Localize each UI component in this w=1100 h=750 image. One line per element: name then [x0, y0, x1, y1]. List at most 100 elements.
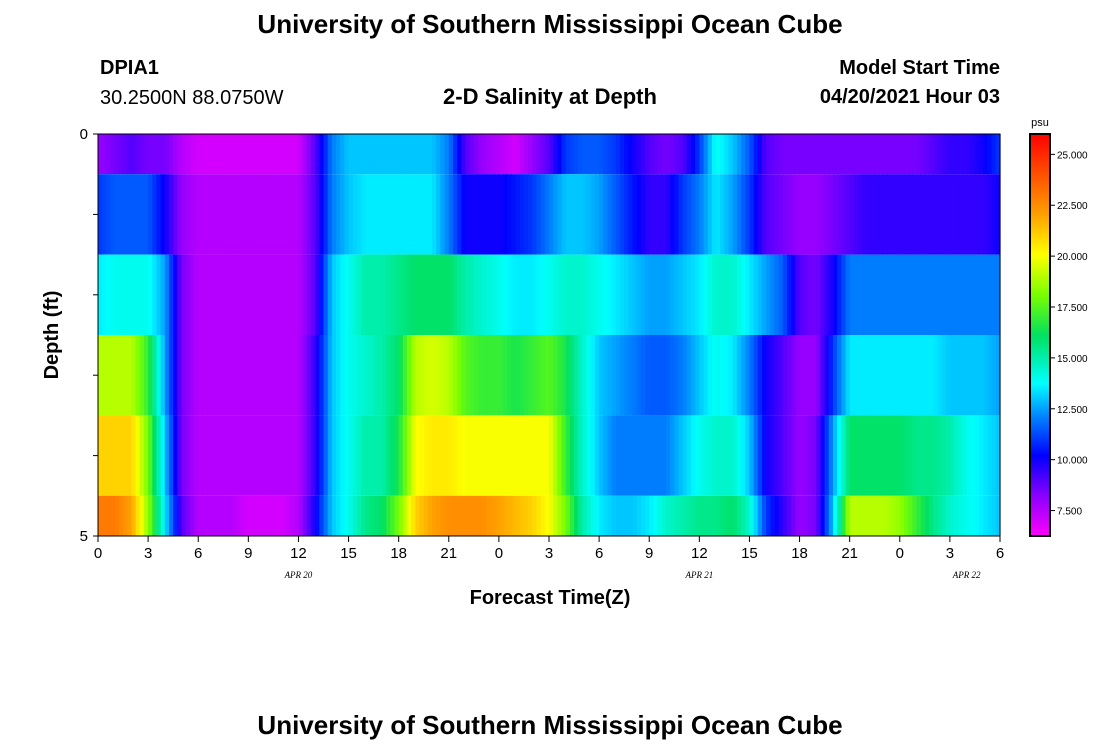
heatmap-cell: [853, 174, 859, 255]
heatmap-cell: [615, 495, 621, 536]
heatmap-cell: [770, 254, 776, 335]
heatmap-cell: [782, 495, 788, 536]
heatmap-cell: [473, 174, 479, 255]
heatmap-cell: [645, 134, 650, 175]
heatmap-cell: [803, 174, 809, 255]
x-tick-label: 0: [94, 545, 102, 562]
heatmap-cell: [945, 335, 951, 416]
heatmap-cell: [152, 254, 158, 335]
heatmap-cell: [356, 134, 362, 175]
heatmap-cell: [828, 495, 834, 536]
heatmap-cell: [152, 415, 158, 496]
heatmap-cell: [628, 254, 634, 335]
heatmap-cell: [603, 495, 609, 536]
heatmap-cell: [256, 254, 262, 335]
heatmap-cell: [832, 134, 838, 175]
heatmap-cell: [761, 495, 767, 536]
heatmap-cell: [582, 174, 588, 255]
heatmap-cell: [549, 495, 554, 536]
heatmap-cell: [707, 254, 713, 335]
heatmap-cell: [244, 254, 249, 335]
heatmap-cell: [306, 174, 312, 255]
heatmap-cell: [812, 134, 817, 175]
heatmap-cell: [528, 335, 533, 416]
heatmap-cell: [507, 415, 513, 496]
x-axis-label: Forecast Time(Z): [470, 587, 631, 609]
heatmap-cell: [214, 335, 220, 416]
heatmap-cell: [933, 174, 938, 255]
heatmap-cell: [302, 335, 308, 416]
heatmap-cell: [457, 174, 462, 255]
heatmap-cell: [277, 335, 283, 416]
heatmap-cell: [478, 134, 483, 175]
heatmap-cell: [273, 335, 279, 416]
heatmap-cell: [628, 174, 634, 255]
heatmap-cell: [791, 174, 796, 255]
heatmap-cell: [565, 415, 571, 496]
heatmap-cell: [361, 174, 366, 255]
heatmap-cell: [887, 415, 893, 496]
heatmap-cell: [979, 335, 984, 416]
heatmap-cell: [373, 254, 379, 335]
heatmap-cell: [156, 495, 162, 536]
heatmap-cell: [423, 335, 429, 416]
colorbar-scale: [1029, 133, 1051, 537]
heatmap-cell: [766, 134, 771, 175]
heatmap-cell: [837, 335, 842, 416]
heatmap-cell: [958, 495, 964, 536]
heatmap-cell: [152, 335, 158, 416]
heatmap-cell: [202, 254, 208, 335]
heatmap-cell: [686, 134, 692, 175]
heatmap-cell: [716, 174, 721, 255]
heatmap-cell: [302, 254, 308, 335]
heatmap-cell: [615, 134, 621, 175]
heatmap-cell: [816, 254, 822, 335]
heatmap-cell: [941, 335, 947, 416]
heatmap-cell: [544, 495, 550, 536]
heatmap-cell: [841, 495, 847, 536]
x-tick-label: 15: [340, 545, 357, 562]
heatmap-cell: [711, 495, 717, 536]
heatmap-cell: [152, 174, 158, 255]
heatmap-cell: [912, 254, 918, 335]
heatmap-cell: [665, 134, 671, 175]
heatmap-cell: [720, 134, 725, 175]
heatmap-cell: [670, 254, 675, 335]
heatmap-cell: [457, 134, 462, 175]
heatmap-cell: [645, 174, 650, 255]
heatmap-cell: [110, 335, 116, 416]
heatmap-cell: [812, 335, 817, 416]
heatmap-cell: [807, 134, 813, 175]
heatmap-cell: [649, 174, 654, 255]
heatmap-cell: [632, 415, 638, 496]
heatmap-cell: [657, 415, 663, 496]
heatmap-cell: [219, 174, 224, 255]
heatmap-cell: [682, 415, 688, 496]
heatmap-cell: [728, 495, 734, 536]
heatmap-cell: [123, 254, 128, 335]
heatmap-cell: [319, 495, 325, 536]
heatmap-cell: [419, 134, 425, 175]
heatmap-cell: [807, 415, 813, 496]
heatmap-cell: [473, 254, 479, 335]
heatmap-cell: [878, 254, 884, 335]
heatmap-cell: [106, 134, 112, 175]
heatmap-cell: [248, 254, 254, 335]
heatmap-cell: [139, 495, 145, 536]
heatmap-cell: [924, 335, 930, 416]
heatmap-cell: [599, 254, 604, 335]
heatmap-cell: [607, 134, 613, 175]
heatmap-cell: [148, 415, 153, 496]
heatmap-cell: [674, 134, 680, 175]
heatmap-cell: [156, 174, 162, 255]
heatmap-cell: [949, 335, 955, 416]
heatmap-cell: [607, 335, 613, 416]
heatmap-cell: [336, 134, 341, 175]
heatmap-cell: [398, 495, 404, 536]
heatmap-cell: [887, 335, 893, 416]
heatmap-cell: [135, 495, 141, 536]
heatmap-cell: [657, 174, 663, 255]
heatmap-cell: [168, 174, 174, 255]
heatmap-cell: [574, 495, 579, 536]
heatmap-cell: [837, 495, 842, 536]
